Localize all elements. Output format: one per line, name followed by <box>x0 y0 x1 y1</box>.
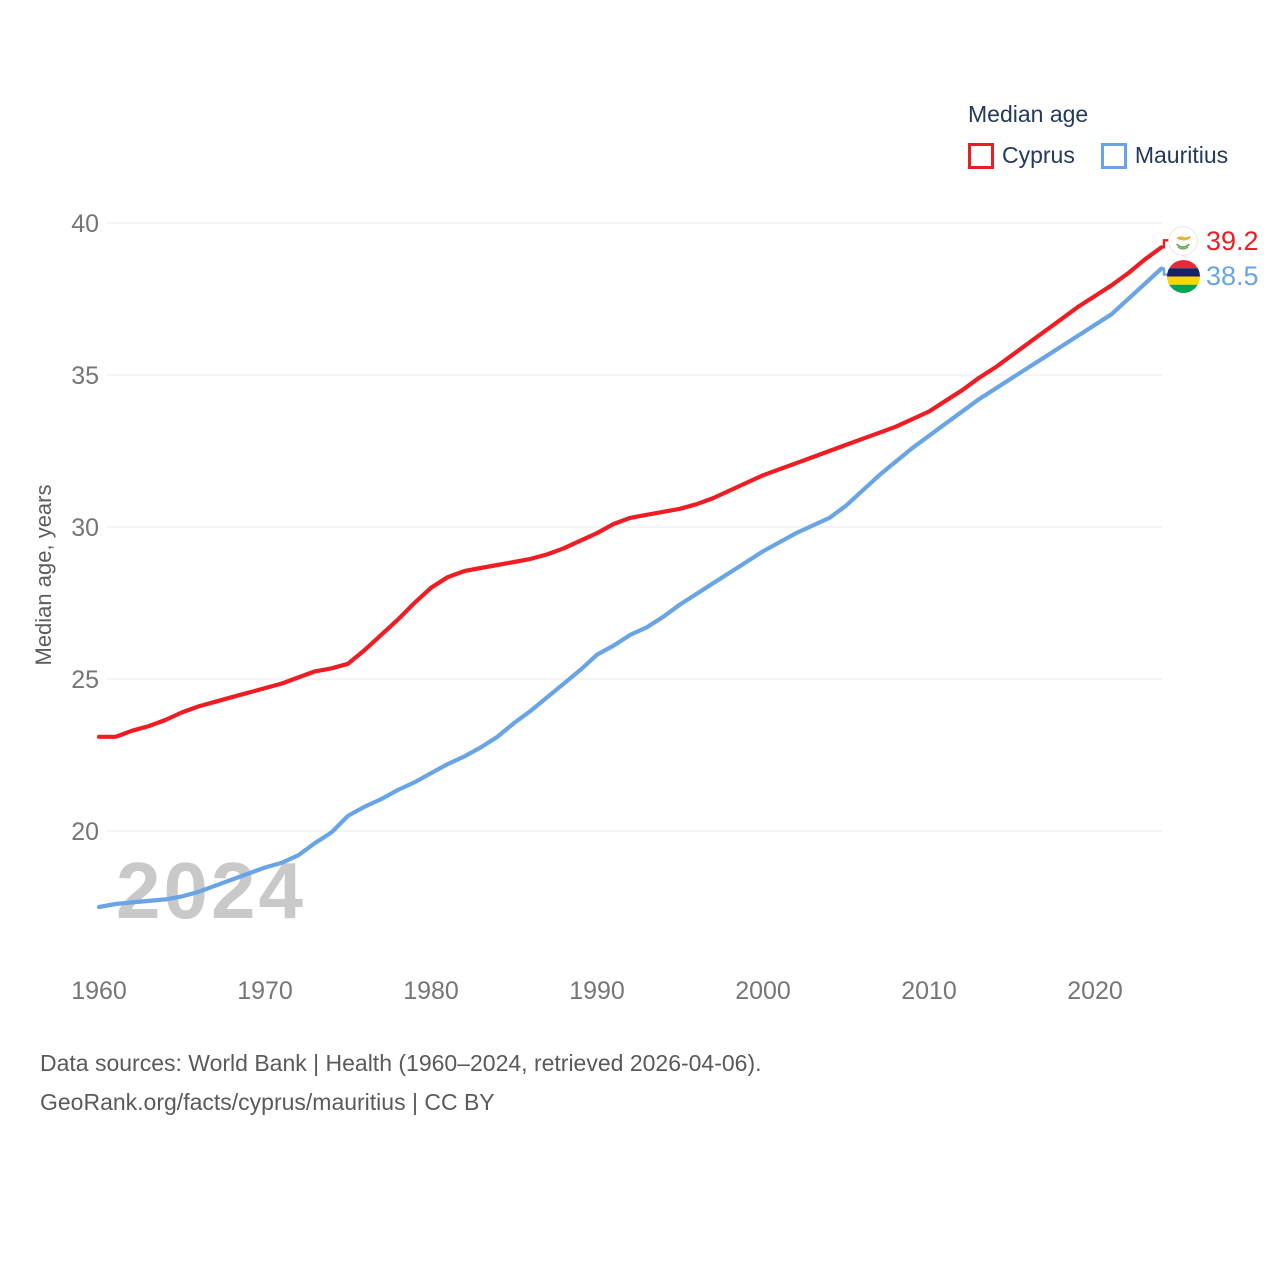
x-tick-label: 2000 <box>735 977 791 1005</box>
x-tick-label: 1970 <box>237 977 293 1005</box>
y-tick-label: 25 <box>71 666 99 694</box>
legend-item-cyprus[interactable]: Cyprus <box>968 142 1075 169</box>
cyprus-swatch-icon <box>968 142 994 169</box>
source-line-1: Data sources: World Bank | Health (1960–… <box>40 1050 762 1076</box>
mauritius-flag-icon <box>1166 259 1200 293</box>
legend-label-cyprus: Cyprus <box>1002 142 1075 168</box>
y-tick-label: 35 <box>71 362 99 390</box>
legend: Median age Cyprus Mauritius <box>968 101 1228 169</box>
cyprus-line <box>96 245 1164 739</box>
y-axis-title: Median age, years <box>31 484 56 666</box>
cyprus-end-value: 39.2 <box>1206 225 1259 256</box>
x-tick-label: 1990 <box>569 977 625 1005</box>
source-line-2: GeoRank.org/facts/cyprus/mauritius | CC … <box>40 1089 495 1115</box>
series-end-labels: 39.2 38.5 <box>1166 224 1259 293</box>
legend-title: Median age <box>968 101 1089 127</box>
data-sources: Data sources: World Bank | Health (1960–… <box>40 1044 762 1122</box>
end-label-mauritius: 38.5 <box>1166 259 1259 293</box>
x-tick-label: 1960 <box>71 977 127 1005</box>
mauritius-end-value: 38.5 <box>1206 260 1259 291</box>
x-tick-label: 1980 <box>403 977 459 1005</box>
x-tick-label: 2010 <box>901 977 957 1005</box>
end-label-cyprus: 39.2 <box>1166 224 1259 258</box>
legend-label-mauritius: Mauritius <box>1134 142 1229 168</box>
legend-items: Cyprus Mauritius <box>968 142 1228 169</box>
x-tick-label: 2020 <box>1067 977 1123 1005</box>
mauritius-line <box>96 266 1164 910</box>
cyprus-flag-icon <box>1166 224 1200 258</box>
y-tick-label: 40 <box>71 210 99 238</box>
y-tick-label: 20 <box>71 818 99 846</box>
mauritius-swatch-icon <box>1100 142 1127 169</box>
legend-item-mauritius[interactable]: Mauritius <box>1100 142 1229 169</box>
y-tick-label: 30 <box>71 514 99 542</box>
cyprus-label-connector <box>1160 239 1172 249</box>
